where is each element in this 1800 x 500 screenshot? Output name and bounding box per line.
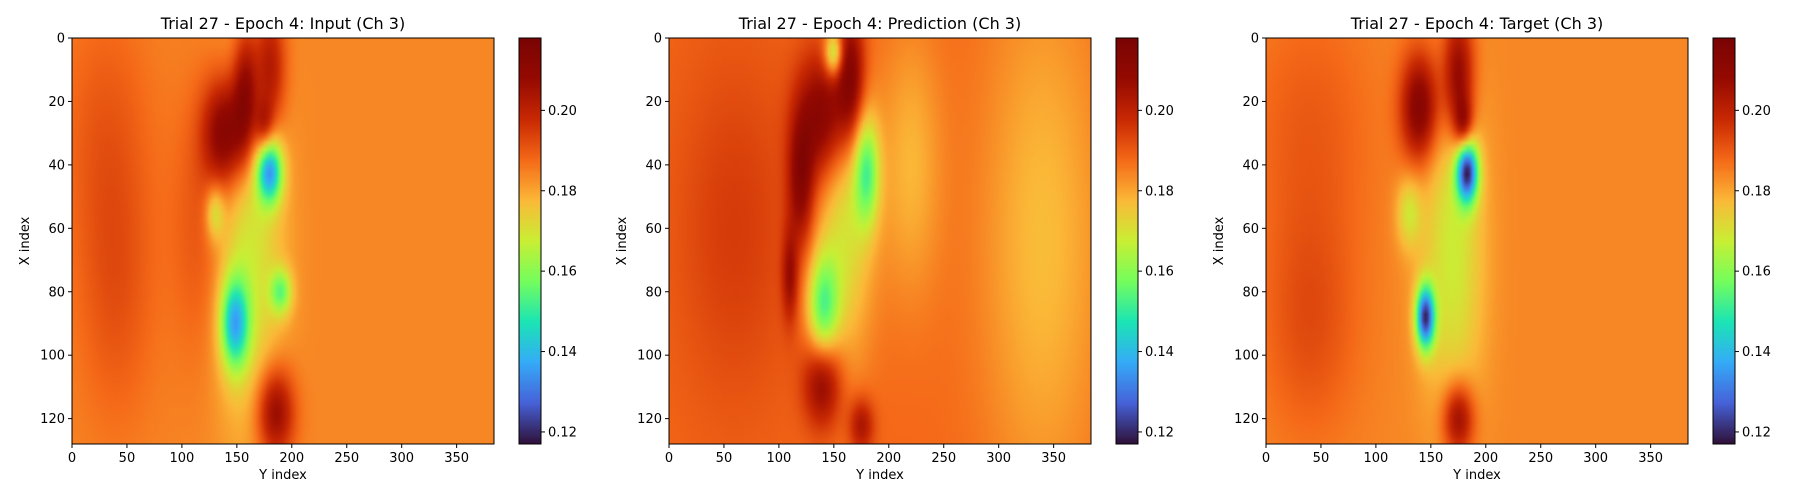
x-tick-label: 350	[444, 451, 469, 466]
x-tick-label: 350	[1041, 451, 1066, 466]
panel-prediction: Trial 27 - Epoch 4: Prediction (Ch 3) 0 5…	[615, 14, 1174, 483]
y-tick-label: 20	[1242, 95, 1259, 110]
y-tick-label: 60	[645, 222, 662, 237]
colorbar-tick-label: 0.16	[1742, 265, 1771, 280]
colorbar: 0.12 0.14 0.16 0.18 0.20	[1712, 37, 1771, 445]
y-tick-label: 120	[1234, 412, 1259, 427]
y-tick-label: 60	[48, 222, 65, 237]
x-tick-label: 250	[334, 451, 359, 466]
colorbar-tick-label: 0.12	[548, 425, 577, 440]
x-tick-label: 0	[1262, 451, 1270, 466]
x-axis: 0 50 100 150 200 250 300 350	[68, 444, 469, 466]
colorbar-frame	[1115, 37, 1139, 445]
colorbar-frame	[518, 37, 542, 445]
heatmap-image	[1266, 38, 1688, 444]
x-axis: 0 50 100 150 200 250 300 350	[1262, 444, 1663, 466]
plot-frame	[1265, 37, 1689, 445]
plot-frame	[668, 37, 1092, 445]
y-tick-label: 80	[48, 285, 65, 300]
y-tick-label: 40	[48, 158, 65, 173]
x-tick-label: 300	[1583, 451, 1608, 466]
x-tick-label: 150	[1418, 451, 1443, 466]
colorbar-tick-label: 0.18	[1742, 184, 1771, 199]
y-axis: 0 20 40 60 80 100 120	[637, 32, 669, 427]
x-tick-label: 100	[766, 451, 791, 466]
plot-frame	[71, 37, 495, 445]
y-axis: 0 20 40 60 80 100 120	[40, 32, 72, 427]
colorbar-tick-label: 0.16	[548, 265, 577, 280]
x-axis-label: Y index	[1452, 468, 1501, 483]
colorbar-tick-label: 0.20	[1742, 104, 1771, 119]
x-tick-label: 50	[1313, 451, 1330, 466]
x-tick-label: 50	[119, 451, 136, 466]
x-tick-label: 0	[665, 451, 673, 466]
y-tick-label: 40	[645, 158, 662, 173]
y-axis-label: X index	[18, 216, 33, 265]
y-tick-label: 0	[1251, 32, 1259, 47]
x-tick-label: 50	[716, 451, 733, 466]
x-tick-label: 100	[169, 451, 194, 466]
panel-title: Trial 27 - Epoch 4: Target (Ch 3)	[1350, 14, 1603, 33]
x-tick-label: 300	[986, 451, 1011, 466]
colorbar-tick-label: 0.18	[1145, 184, 1174, 199]
colorbar: 0.12 0.14 0.16 0.18 0.20	[1115, 37, 1174, 445]
heatmap-image	[72, 38, 494, 444]
heatmap-raster	[72, 38, 494, 444]
colorbar-frame	[1712, 37, 1736, 445]
x-tick-label: 250	[1528, 451, 1553, 466]
x-tick-label: 100	[1363, 451, 1388, 466]
y-tick-label: 100	[637, 349, 662, 364]
y-axis-label: X index	[615, 216, 630, 265]
panel-target: Trial 27 - Epoch 4: Target (Ch 3) 0 50 100…	[1212, 14, 1771, 483]
colorbar-tick-label: 0.14	[1742, 345, 1771, 360]
x-tick-label: 150	[821, 451, 846, 466]
y-tick-label: 120	[40, 412, 65, 427]
heatmap-raster	[1266, 38, 1688, 444]
y-tick-label: 0	[654, 32, 662, 47]
x-tick-label: 350	[1638, 451, 1663, 466]
colorbar: 0.12 0.14 0.16 0.18 0.20	[518, 37, 577, 445]
colorbar-tick-label: 0.20	[548, 104, 577, 119]
colorbar-gradient	[519, 38, 541, 444]
panel-title: Trial 27 - Epoch 4: Prediction (Ch 3)	[738, 14, 1021, 33]
y-axis: 0 20 40 60 80 100 120	[1234, 32, 1266, 427]
y-axis-label: X index	[1212, 216, 1227, 265]
x-tick-label: 150	[224, 451, 249, 466]
panel-input: Trial 27 - Epoch 4: Input (Ch 3) 0 50 100 1…	[18, 14, 577, 483]
x-axis-label: Y index	[855, 468, 904, 483]
heatmap-raster	[669, 38, 1091, 444]
x-tick-label: 250	[931, 451, 956, 466]
y-tick-label: 100	[1234, 349, 1259, 364]
colorbar-gradient	[1116, 38, 1138, 444]
panel-title: Trial 27 - Epoch 4: Input (Ch 3)	[160, 14, 405, 33]
x-tick-label: 200	[876, 451, 901, 466]
x-axis-label: Y index	[258, 468, 307, 483]
colorbar-tick-label: 0.12	[1742, 425, 1771, 440]
x-tick-label: 0	[68, 451, 76, 466]
x-tick-label: 200	[279, 451, 304, 466]
colorbar-tick-label: 0.12	[1145, 425, 1174, 440]
colorbar-gradient	[1713, 38, 1735, 444]
colorbar-tick-label: 0.14	[548, 345, 577, 360]
colorbar-tick-label: 0.18	[548, 184, 577, 199]
x-tick-label: 300	[389, 451, 414, 466]
y-tick-label: 80	[1242, 285, 1259, 300]
x-tick-label: 200	[1473, 451, 1498, 466]
y-tick-label: 0	[57, 32, 65, 47]
x-axis: 0 50 100 150 200 250 300 350	[665, 444, 1066, 466]
colorbar-tick-label: 0.16	[1145, 265, 1174, 280]
y-tick-label: 40	[1242, 158, 1259, 173]
y-tick-label: 20	[645, 95, 662, 110]
heatmap-image	[669, 38, 1091, 444]
colorbar-tick-label: 0.14	[1145, 345, 1174, 360]
y-tick-label: 20	[48, 95, 65, 110]
colorbar-tick-label: 0.20	[1145, 104, 1174, 119]
y-tick-label: 60	[1242, 222, 1259, 237]
y-tick-label: 100	[40, 349, 65, 364]
y-tick-label: 80	[645, 285, 662, 300]
y-tick-label: 120	[637, 412, 662, 427]
